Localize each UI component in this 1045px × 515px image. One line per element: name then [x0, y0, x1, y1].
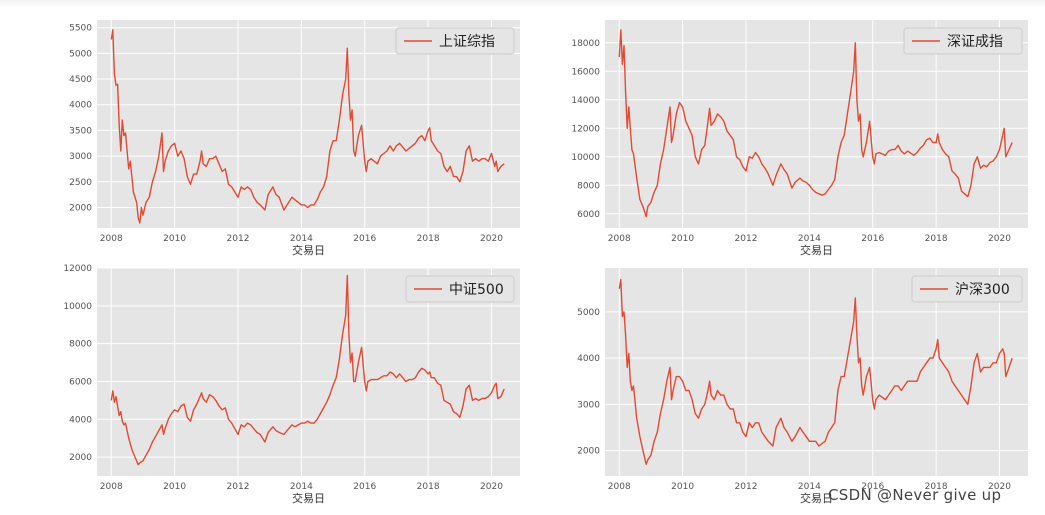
x-tick-label: 2010 — [671, 234, 694, 244]
y-tick-label: 2000 — [69, 453, 92, 463]
y-tick-label: 14000 — [571, 96, 600, 106]
y-tick-label: 6000 — [577, 210, 600, 220]
y-tick-label: 4500 — [69, 75, 92, 85]
y-tick-label: 2000 — [69, 203, 92, 213]
legend-label: 中证500 — [449, 282, 504, 298]
x-axis-label: 交易日 — [292, 243, 325, 257]
x-axis-label: 交易日 — [292, 491, 325, 505]
plot-area — [97, 20, 520, 228]
x-tick-label: 2008 — [100, 482, 123, 492]
y-tick-label: 3000 — [69, 152, 92, 162]
x-tick-label: 2010 — [671, 482, 694, 492]
x-tick-label: 2012 — [735, 234, 758, 244]
x-axis-label: 交易日 — [800, 243, 833, 257]
chart-shanghai-composite: 2000 2500 3000 3500 4000 4500 5000 5500 2008 2010… — [69, 20, 520, 257]
series-line — [618, 29, 1013, 218]
x-tick-label: 2018 — [925, 482, 948, 492]
legend-label: 上证综指 — [439, 34, 495, 50]
legend-box — [911, 275, 1023, 303]
x-tick-label: 2020 — [480, 482, 503, 492]
x-tick-label: 2020 — [480, 234, 503, 244]
window-top-bar — [0, 0, 1045, 8]
x-tick-label: 2008 — [100, 234, 123, 244]
y-tick-label: 4000 — [69, 101, 92, 111]
x-tick-label: 2008 — [608, 482, 631, 492]
x-tick-label: 2010 — [163, 482, 186, 492]
y-tick-label: 16000 — [571, 67, 600, 77]
x-tick-label: 2014 — [290, 234, 313, 244]
legend: 中证500 — [405, 275, 515, 303]
x-tick-label: 2016 — [353, 234, 376, 244]
chart-csi300: 2000 3000 4000 5000 2008 2010 2012 2014 2016 2018… — [577, 268, 1028, 505]
legend: 上证综指 — [395, 27, 515, 55]
y-tick-label: 3000 — [577, 400, 600, 410]
x-tick-label: 2012 — [227, 234, 250, 244]
series-line — [618, 278, 1013, 466]
y-tick-label: 8000 — [577, 181, 600, 191]
x-tick-label: 2016 — [861, 234, 884, 244]
y-tick-label: 5000 — [577, 308, 600, 318]
y-tick-label: 5500 — [69, 24, 92, 34]
y-tick-label: 10000 — [571, 153, 600, 163]
x-tick-label: 2012 — [735, 482, 758, 492]
y-tick-label: 2000 — [577, 447, 600, 457]
y-tick-label: 4000 — [577, 354, 600, 364]
x-tick-label: 2012 — [227, 482, 250, 492]
x-tick-label: 2018 — [417, 234, 440, 244]
legend-box — [395, 27, 515, 55]
chart-csi500: 2000 4000 6000 8000 10000 12000 2008 2010 2012 20… — [63, 264, 520, 505]
x-tick-label: 2018 — [925, 234, 948, 244]
series-line — [110, 274, 505, 466]
y-tick-label: 10000 — [63, 302, 92, 312]
legend-box — [903, 27, 1023, 55]
y-tick-label: 5000 — [69, 49, 92, 59]
x-tick-label: 2010 — [163, 234, 186, 244]
y-tick-label: 4000 — [69, 415, 92, 425]
legend: 深证成指 — [903, 27, 1023, 55]
x-tick-label: 2016 — [353, 482, 376, 492]
x-tick-label: 2020 — [988, 482, 1011, 492]
x-axis-label: 交易日 — [800, 491, 833, 505]
watermark: CSDN @Never give up — [828, 486, 1002, 504]
x-tick-label: 2020 — [988, 234, 1011, 244]
y-tick-label: 3500 — [69, 126, 92, 136]
chart-shenzhen-component: 6000 8000 10000 12000 14000 16000 18000 2008 201… — [571, 20, 1028, 257]
legend-box — [405, 275, 515, 303]
y-tick-label: 12000 — [63, 264, 92, 274]
legend-label: 沪深300 — [955, 282, 1010, 298]
y-tick-label: 8000 — [69, 340, 92, 350]
x-tick-label: 2018 — [417, 482, 440, 492]
x-tick-label: 2008 — [608, 234, 631, 244]
y-tick-label: 12000 — [571, 124, 600, 134]
x-tick-label: 2014 — [290, 482, 313, 492]
series-line — [110, 29, 505, 224]
legend: 沪深300 — [911, 275, 1023, 303]
y-tick-label: 18000 — [571, 39, 600, 49]
x-tick-label: 2016 — [861, 482, 884, 492]
x-tick-label: 2014 — [798, 482, 821, 492]
x-tick-label: 2014 — [798, 234, 821, 244]
y-tick-label: 2500 — [69, 178, 92, 188]
y-tick-label: 6000 — [69, 377, 92, 387]
legend-label: 深证成指 — [947, 34, 1003, 50]
plot-area — [97, 268, 520, 476]
